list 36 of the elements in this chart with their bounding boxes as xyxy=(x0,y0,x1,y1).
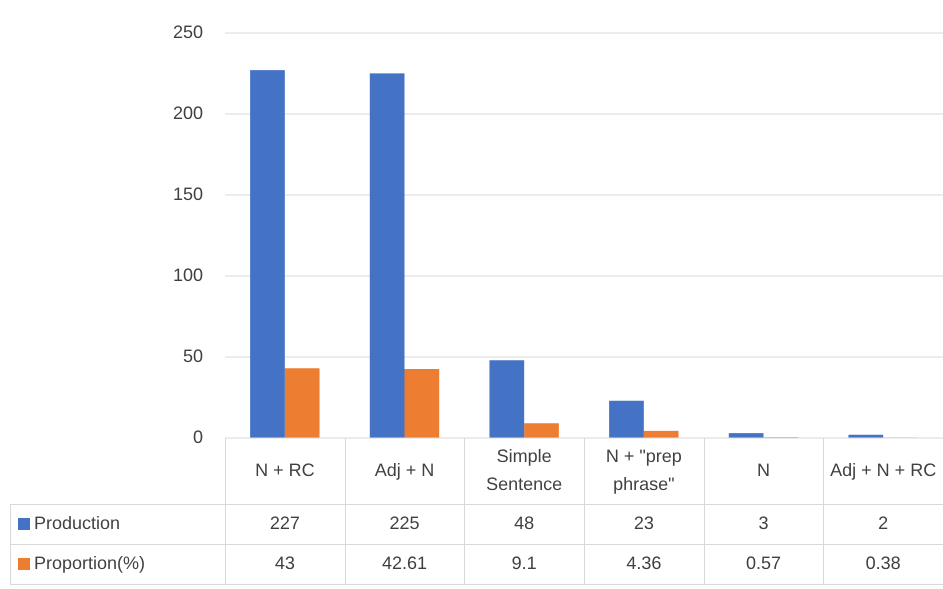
data-label: 227 xyxy=(270,512,300,533)
x-tick-label: Simple Sentence xyxy=(486,446,562,494)
data-label: 2 xyxy=(878,512,888,533)
x-tick-label: Adj + N xyxy=(374,460,434,480)
y-tick-label: 250 xyxy=(172,22,203,42)
bar xyxy=(728,433,764,438)
x-tick-label: N xyxy=(757,460,770,480)
y-tick-label: 150 xyxy=(172,184,203,204)
y-tick-label: 0 xyxy=(192,426,203,447)
legend-label: Production xyxy=(34,512,120,533)
data-label: 225 xyxy=(389,512,420,533)
y-tick-label: 50 xyxy=(182,346,203,366)
data-label: 9.1 xyxy=(512,552,537,573)
data-label: 23 xyxy=(634,512,654,533)
data-label: 0.57 xyxy=(746,552,782,573)
data-label: 4.36 xyxy=(626,552,662,573)
data-label: 0.38 xyxy=(866,552,901,573)
y-tick-label: 100 xyxy=(172,264,203,285)
data-label: 3 xyxy=(758,512,769,533)
bar xyxy=(370,73,404,438)
bar xyxy=(609,400,644,438)
bar xyxy=(644,430,679,438)
bar xyxy=(489,360,524,438)
x-tick-label: N + "prep phrase" xyxy=(606,446,682,494)
bar xyxy=(284,368,320,438)
y-tick-label: 200 xyxy=(172,102,203,123)
data-label: 42.61 xyxy=(382,552,428,573)
data-label: 48 xyxy=(514,512,534,533)
bar xyxy=(404,368,440,438)
x-tick-label: Adj + N + RC xyxy=(830,460,936,480)
bar xyxy=(848,434,884,438)
data-label: 43 xyxy=(274,552,295,573)
bar xyxy=(250,70,285,438)
bar xyxy=(524,423,559,438)
legend-label: Proportion(%) xyxy=(34,552,146,573)
x-tick-label: N + RC xyxy=(255,460,315,480)
